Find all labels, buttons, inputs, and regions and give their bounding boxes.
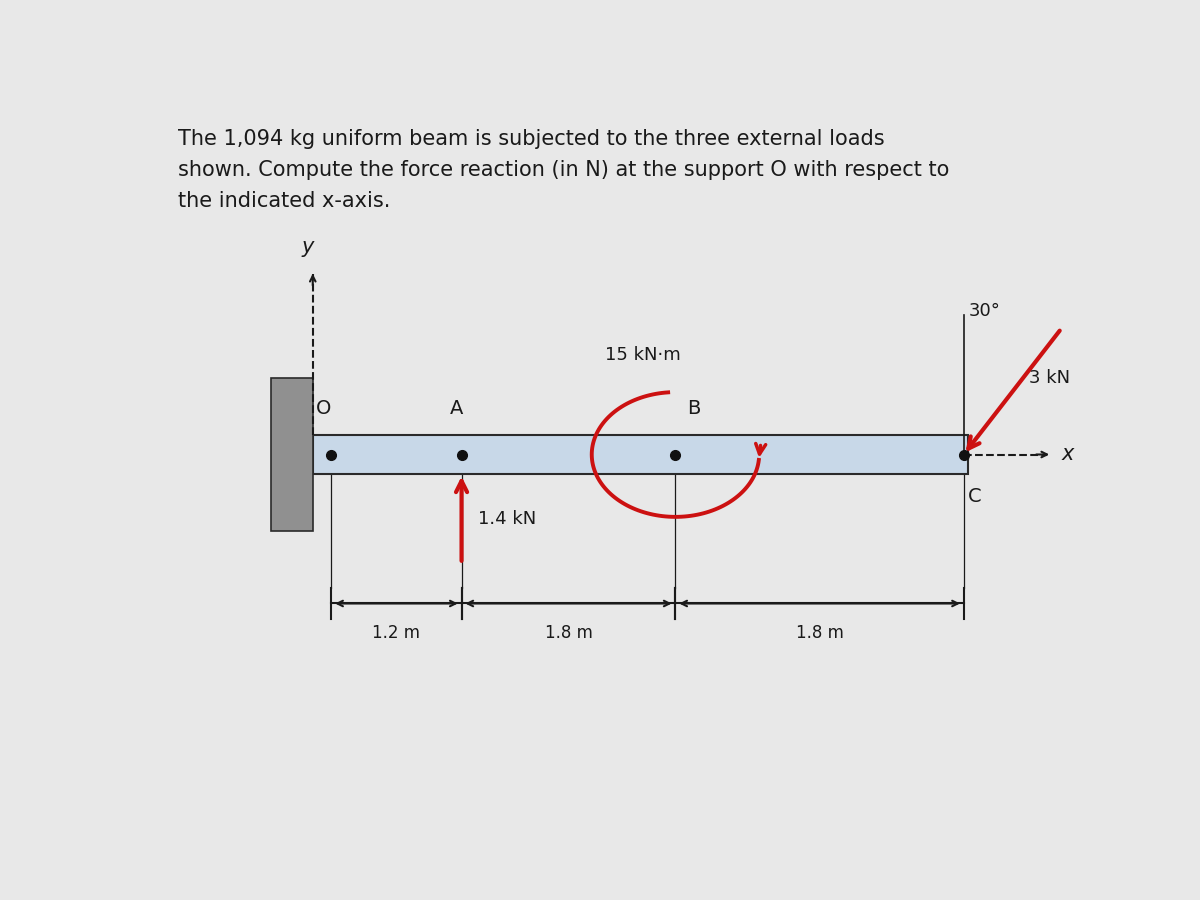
Text: 1.2 m: 1.2 m bbox=[372, 625, 420, 643]
Bar bbox=[271, 378, 313, 531]
Text: y: y bbox=[302, 237, 314, 257]
Text: B: B bbox=[688, 399, 701, 418]
Text: 1.8 m: 1.8 m bbox=[545, 625, 593, 643]
Text: 3 kN: 3 kN bbox=[1030, 369, 1070, 387]
Text: C: C bbox=[967, 488, 982, 507]
Text: 1.8 m: 1.8 m bbox=[796, 625, 844, 643]
Text: The 1,094 kg uniform beam is subjected to the three external loads
shown. Comput: The 1,094 kg uniform beam is subjected t… bbox=[178, 129, 949, 212]
Bar bbox=[313, 436, 968, 473]
Text: 1.4 kN: 1.4 kN bbox=[479, 509, 536, 527]
Text: x: x bbox=[1062, 445, 1074, 464]
Text: A: A bbox=[450, 399, 463, 418]
Text: 15 kN·m: 15 kN·m bbox=[605, 346, 680, 364]
Text: O: O bbox=[317, 399, 331, 418]
Text: 30°: 30° bbox=[968, 302, 1001, 320]
